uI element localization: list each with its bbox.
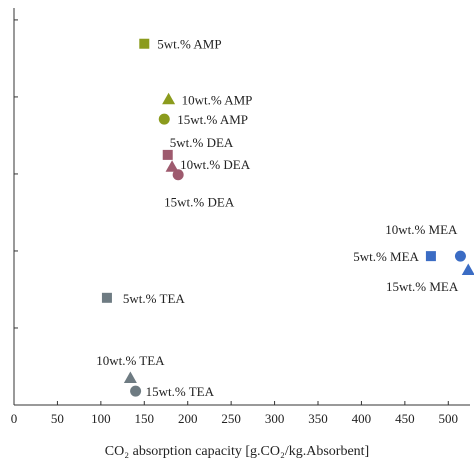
- x-axis-label: CO₂ absorption capacity [g.CO₂/kg.Absorb…: [105, 444, 369, 459]
- point-15wt-dea: [172, 169, 184, 181]
- label-10wt-tea: 10wt.% TEA: [96, 353, 165, 368]
- axes: 0 50 100 150 200 250 300 350 400 450 500: [11, 8, 470, 426]
- point-10wt-tea: [123, 371, 137, 384]
- point-5wt-mea: [425, 251, 436, 262]
- label-10wt-amp: 10wt.% AMP: [182, 92, 253, 107]
- x-tick-label: 150: [135, 411, 155, 426]
- label-5wt-mea: 5wt.% MEA: [353, 249, 419, 264]
- point-5wt-amp: [139, 38, 150, 49]
- label-15wt-mea: 15wt.% MEA: [386, 279, 459, 294]
- label-10wt-mea: 10wt.% MEA: [385, 222, 458, 237]
- point-5wt-dea: [162, 149, 173, 160]
- label-15wt-dea: 15wt.% DEA: [164, 195, 235, 210]
- point-10wt-mea: [454, 250, 466, 262]
- label-15wt-tea: 15wt.% TEA: [146, 384, 215, 399]
- point-15wt-mea: [461, 263, 474, 276]
- point-15wt-amp: [158, 113, 170, 125]
- point-10wt-dea: [165, 160, 179, 172]
- label-5wt-amp: 5wt.% AMP: [157, 37, 221, 52]
- x-tick-label: 350: [308, 411, 328, 426]
- x-tick-label: 300: [265, 411, 285, 426]
- x-tick-label: 400: [352, 411, 372, 426]
- x-tick-label: 0: [11, 411, 18, 426]
- label-5wt-dea: 5wt.% DEA: [170, 135, 234, 150]
- x-tick-label: 450: [395, 411, 415, 426]
- point-10wt-amp: [162, 92, 176, 105]
- x-tick-label: 100: [91, 411, 111, 426]
- label-5wt-tea: 5wt.% TEA: [123, 291, 185, 306]
- x-tick-label: 200: [178, 411, 198, 426]
- point-15wt-tea: [130, 385, 142, 397]
- x-tick-label: 50: [51, 411, 64, 426]
- label-10wt-dea: 10wt.% DEA: [180, 157, 251, 172]
- x-tick-label: 250: [221, 411, 241, 426]
- x-tick-label: 500: [439, 411, 459, 426]
- point-labels: 5wt.% AMP 10wt.% AMP 15wt.% AMP 5wt.% DEA 10…: [96, 37, 459, 399]
- label-15wt-amp: 15wt.% AMP: [177, 112, 248, 127]
- data-points: [101, 38, 474, 397]
- point-5wt-tea: [101, 292, 112, 303]
